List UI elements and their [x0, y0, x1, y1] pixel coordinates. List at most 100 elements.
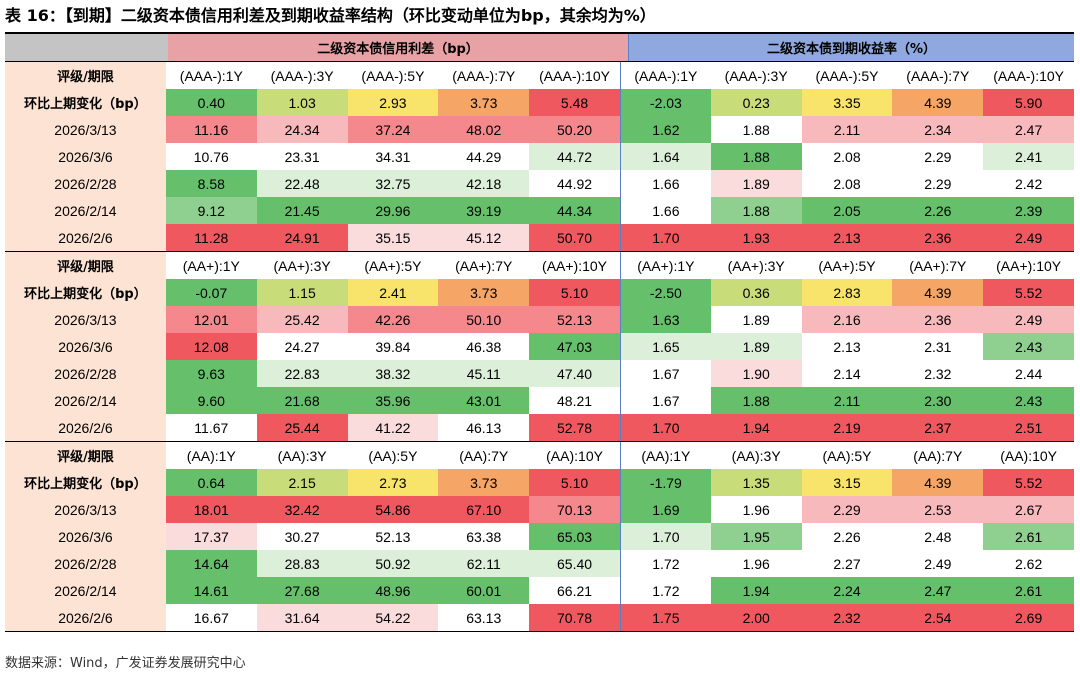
yield-value-cell: 2.54 [892, 604, 984, 631]
spread-value-cell: 32.75 [347, 170, 439, 197]
spread-value-cell: 31.64 [256, 604, 348, 631]
spread-value-cell: 50.70 [529, 224, 620, 251]
spread-value-cell: 45.12 [438, 224, 530, 251]
yield-value-cell: 1.88 [710, 116, 802, 143]
yield-value-cell: 2.61 [983, 523, 1075, 550]
yield-value-cell: 1.88 [710, 387, 802, 414]
yield-column-header: (AAA-):1Y [619, 62, 711, 89]
spread-column-header: (AA+):7Y [455, 257, 513, 274]
change-row: 环比上期变化（bp） -0.07 1.15 2.41 3.73 5.10 -2.50 0.36… [5, 279, 1075, 306]
yield-column-header: (AA):10Y [1000, 447, 1058, 464]
spread-value-cell: 21.45 [256, 197, 348, 224]
yield-value-cell: 1.88 [710, 197, 802, 224]
row-label: 评级/期限 [5, 252, 166, 279]
yield-value-cell: 2.26 [801, 523, 893, 550]
table-row: 2026/2/14 14.61 27.68 48.96 60.01 66.21 1.72 1.… [5, 577, 1075, 604]
spread-column-header: (AAA-):1Y [179, 67, 243, 84]
yield-value-cell: 2.43 [983, 333, 1075, 360]
yield-value-cell: 1.95 [710, 523, 802, 550]
yield-value-cell: 0.23 [710, 89, 802, 116]
spread-column-header: (AAA-):3Y [270, 67, 334, 84]
yield-value-cell: 2.24 [801, 577, 893, 604]
spread-value-cell: 9.60 [165, 387, 257, 414]
spread-value-cell: 30.27 [256, 523, 348, 550]
spread-value-cell: 37.24 [347, 116, 439, 143]
yield-column-header: (AAA-):5Y [815, 67, 879, 84]
table-title: 表 16：【到期】二级资本债信用利差及到期收益率结构（环比变动单位为bp，其余均… [5, 6, 656, 25]
spread-value-cell: 50.10 [438, 306, 530, 333]
yield-value-cell: 2.32 [801, 604, 893, 631]
yield-column-header: (AA+):5Y [818, 257, 876, 274]
row-label: 评级/期限 [5, 62, 166, 89]
yield-value-cell: 2.34 [892, 116, 984, 143]
date-label: 2026/2/6 [5, 414, 166, 441]
yield-value-cell: 2.29 [801, 496, 893, 523]
yield-value-cell: 1.88 [710, 143, 802, 170]
yield-value-cell: 2.13 [801, 333, 893, 360]
yield-value-cell: 1.70 [619, 414, 711, 441]
spread-value-cell: 18.01 [165, 496, 257, 523]
date-label: 2026/3/6 [5, 333, 166, 360]
table-row: 2026/2/28 8.58 22.48 32.75 42.18 44.92 1.66 1.8… [5, 170, 1075, 197]
spread-value-cell: 5.10 [529, 279, 620, 306]
spread-value-cell: 17.37 [165, 523, 257, 550]
spread-value-cell: 8.58 [165, 170, 257, 197]
yield-value-cell: 5.90 [983, 89, 1075, 116]
yield-value-cell: 1.94 [710, 414, 802, 441]
row-label: 评级/期限 [5, 442, 166, 469]
yield-column-header: (AA+):7Y [909, 257, 967, 274]
spread-value-cell: 11.67 [165, 414, 257, 441]
yield-value-cell: 2.16 [801, 306, 893, 333]
spread-value-cell: 24.34 [256, 116, 348, 143]
yield-value-cell: 0.36 [710, 279, 802, 306]
spread-value-cell: -0.07 [165, 279, 257, 306]
yield-value-cell: 2.42 [983, 170, 1075, 197]
header-corner [5, 34, 168, 61]
rating-tenor-header-row: 评级/期限 (AA+):1Y (AA+):3Y (AA+):5Y (AA+):7Y (AA… [5, 251, 1074, 279]
spread-value-cell: 43.01 [438, 387, 530, 414]
yield-value-cell: 2.37 [892, 414, 984, 441]
yield-column-header: (AA):3Y [731, 447, 781, 464]
date-label: 2026/2/6 [5, 224, 166, 251]
spread-value-cell: 46.38 [438, 333, 530, 360]
spread-value-cell: 67.10 [438, 496, 530, 523]
spread-value-cell: 48.02 [438, 116, 530, 143]
yield-value-cell: -2.03 [619, 89, 711, 116]
spread-value-cell: 12.01 [165, 306, 257, 333]
yield-value-cell: 2.49 [983, 306, 1075, 333]
spread-value-cell: 35.96 [347, 387, 439, 414]
yield-value-cell: 1.65 [619, 333, 711, 360]
table-row: 2026/2/28 14.64 28.83 50.92 62.11 65.40 1.72 1.… [5, 550, 1075, 577]
table-row: 2026/2/6 11.67 25.44 41.22 46.13 52.78 1.70 1.9… [5, 414, 1075, 441]
spread-value-cell: 35.15 [347, 224, 439, 251]
spread-column-header: (AAA-):10Y [539, 67, 610, 84]
yield-column-header: (AAA-):3Y [724, 67, 788, 84]
table-row: 2026/3/6 17.37 30.27 52.13 63.38 65.03 1.70 1.9… [5, 523, 1075, 550]
yield-column-header: (AA):5Y [822, 447, 872, 464]
spread-value-cell: 65.03 [529, 523, 620, 550]
spread-value-cell: 10.76 [165, 143, 257, 170]
spread-value-cell: 38.32 [347, 360, 439, 387]
spread-value-cell: 14.61 [165, 577, 257, 604]
spread-value-cell: 52.13 [347, 523, 439, 550]
yield-value-cell: 1.72 [619, 550, 711, 577]
yield-value-cell: 2.44 [983, 360, 1075, 387]
spread-value-cell: 16.67 [165, 604, 257, 631]
yield-value-cell: -1.79 [619, 469, 711, 496]
spread-value-cell: 50.20 [529, 116, 620, 143]
table-row: 2026/3/13 18.01 32.42 54.86 67.10 70.13 1.69 1.… [5, 496, 1075, 523]
yield-value-cell: 2.30 [892, 387, 984, 414]
spread-value-cell: 70.13 [529, 496, 620, 523]
change-row: 环比上期变化（bp） 0.40 1.03 2.93 3.73 5.48 -2.03 0.23 3… [5, 89, 1075, 116]
spread-value-cell: 44.92 [529, 170, 620, 197]
spread-value-cell: 22.83 [256, 360, 348, 387]
spread-value-cell: 54.86 [347, 496, 439, 523]
yield-value-cell: 2.49 [892, 550, 984, 577]
yield-value-cell: 1.62 [619, 116, 711, 143]
table-row: 2026/2/14 9.60 21.68 35.96 43.01 48.21 1.67 1.8… [5, 387, 1075, 414]
yield-value-cell: 2.43 [983, 387, 1075, 414]
yield-spread-table: 二级资本债信用利差（bp） 二级资本债到期收益率（%） 评级/期限 (AAA-):… [5, 32, 1075, 632]
spread-value-cell: 3.73 [438, 279, 530, 306]
spread-value-cell: 62.11 [438, 550, 530, 577]
date-label: 2026/2/14 [5, 387, 166, 414]
